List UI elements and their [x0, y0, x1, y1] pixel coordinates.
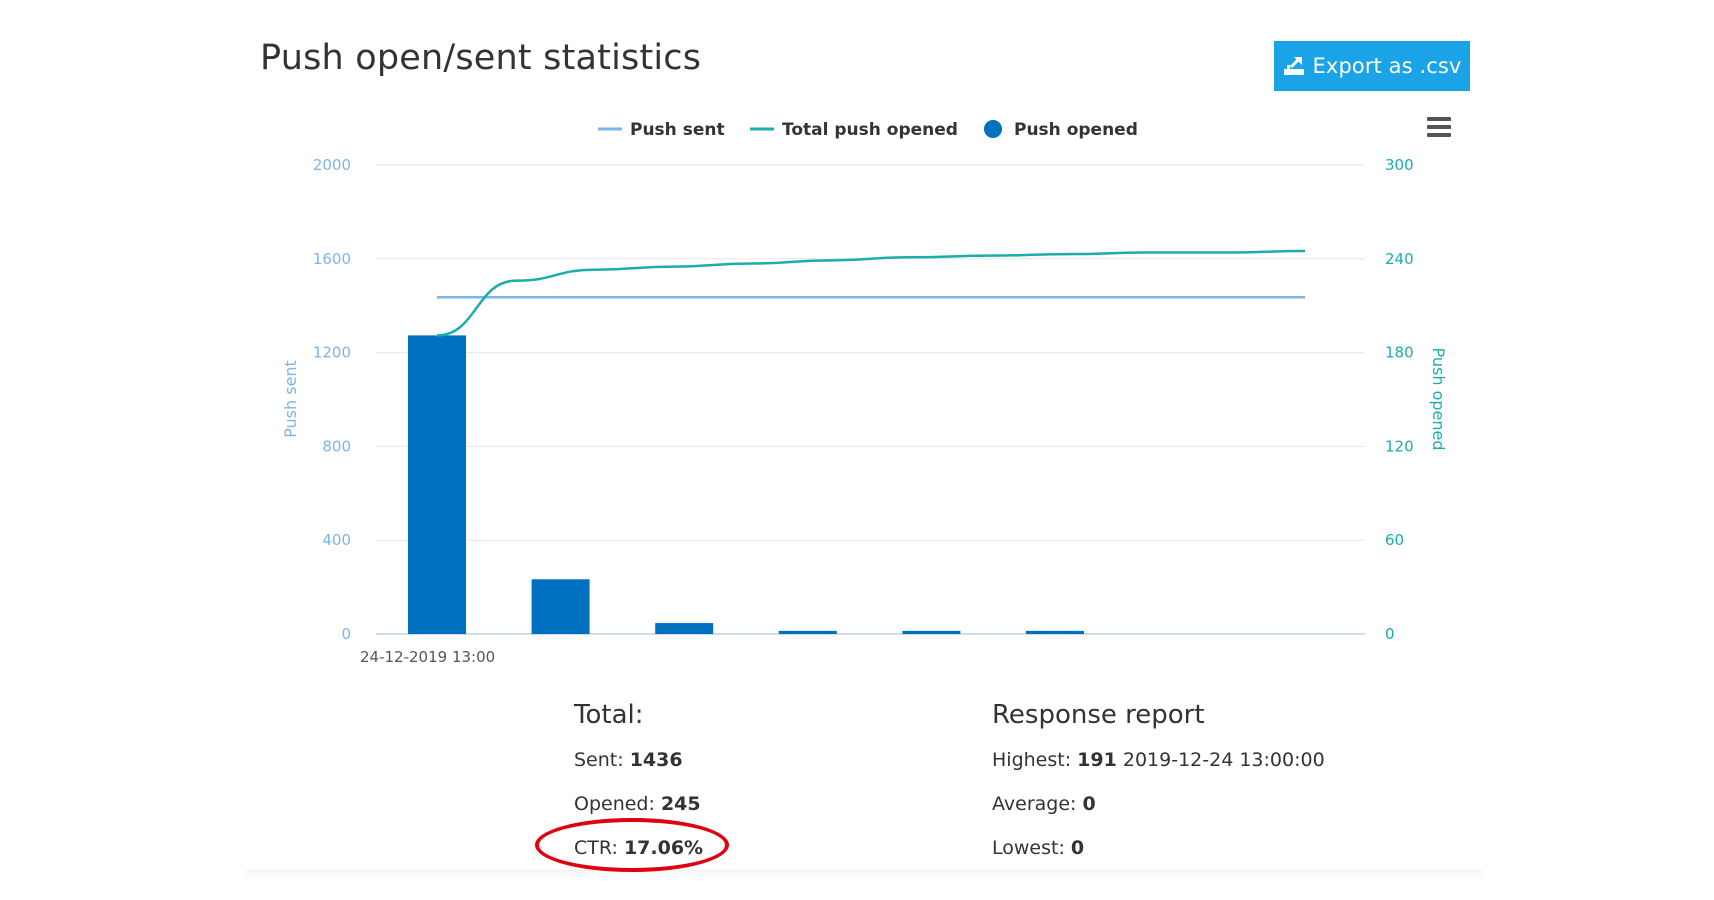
y-axis-right-title: Push opened: [1429, 348, 1448, 451]
bar-push-opened[interactable]: [408, 335, 466, 634]
response-report: Response report Highest: 191 2019-12-24 …: [992, 700, 1325, 880]
y-right-tick-label: 240: [1385, 250, 1414, 268]
y-right-tick-label: 60: [1385, 531, 1404, 549]
highest-row: Highest: 191 2019-12-24 13:00:00: [992, 748, 1325, 792]
sent-label: Sent:: [574, 749, 624, 771]
bar-push-opened[interactable]: [531, 579, 590, 634]
lowest-row: Lowest: 0: [992, 836, 1325, 880]
bar-push-opened[interactable]: [655, 623, 714, 634]
chart-grid: [376, 164, 1365, 635]
average-value: 0: [1082, 793, 1096, 815]
chart-legend: Push sent Total push opened Push opened: [598, 120, 1138, 140]
card-divider: [246, 870, 1482, 878]
y-right-tick-label: 300: [1385, 156, 1414, 174]
left-axis-ticks: 0 400 800 1200 1600 2000: [313, 156, 351, 643]
ctr-value: 17.06%: [623, 837, 704, 859]
export-button-label: Export as .csv: [1312, 54, 1462, 78]
legend-total-push-opened[interactable]: Total push opened: [782, 120, 958, 140]
highest-label: Highest:: [992, 749, 1072, 771]
bar-series: [408, 335, 1084, 634]
y-right-tick-label: 180: [1385, 344, 1414, 362]
y-right-tick-label: 0: [1385, 625, 1395, 643]
y-left-tick-label: 0: [341, 625, 351, 643]
legend-push-opened[interactable]: Push opened: [1014, 120, 1138, 140]
line-series: [436, 249, 1306, 337]
bar-push-opened[interactable]: [778, 630, 837, 634]
opened-value: 245: [660, 793, 701, 815]
export-csv-button[interactable]: Export as .csv: [1274, 41, 1470, 91]
chart-plot: 0 400 800 1200 1600 2000 0 60 120 180 240 300 Push…: [281, 120, 1448, 666]
opened-label: Opened:: [574, 793, 655, 815]
opened-row: Opened: 245: [574, 792, 703, 836]
chart-menu-icon[interactable]: [1424, 115, 1454, 139]
report-heading: Response report: [992, 700, 1205, 730]
export-icon: [1283, 57, 1304, 75]
y-left-tick-label: 400: [322, 531, 351, 549]
lowest-value: 0: [1070, 837, 1085, 859]
ctr-row: CTR: 17.06%: [574, 836, 703, 880]
total-summary: Total: Sent: 1436 Opened: 245 CTR: 17.06…: [574, 700, 703, 880]
ctr-label: CTR:: [574, 837, 618, 859]
total-heading: Total:: [574, 700, 644, 730]
legend-push-opened-swatch: [984, 120, 1002, 138]
line-total-push-opened[interactable]: [436, 249, 1306, 337]
highest-time: 2019-12-24 13:00:00: [1122, 749, 1325, 771]
page-title: Push open/sent statistics: [260, 38, 702, 78]
bar-push-opened[interactable]: [1026, 630, 1084, 634]
y-left-tick-label: 1200: [313, 344, 351, 362]
y-left-tick-label: 800: [322, 437, 351, 455]
average-label: Average:: [992, 793, 1077, 815]
legend-push-sent[interactable]: Push sent: [630, 120, 725, 140]
highest-value: 191: [1077, 749, 1117, 771]
y-left-tick-label: 1600: [313, 250, 351, 268]
x-axis-label: 24-12-2019 13:00: [360, 648, 495, 666]
y-axis-left-title: Push sent: [281, 360, 300, 438]
bar-push-opened[interactable]: [902, 630, 961, 634]
y-right-tick-label: 120: [1385, 437, 1414, 455]
lowest-label: Lowest:: [992, 837, 1065, 859]
sent-row: Sent: 1436: [574, 748, 703, 792]
y-left-tick-label: 2000: [313, 156, 351, 174]
average-row: Average: 0: [992, 792, 1325, 836]
sent-value: 1436: [629, 749, 683, 771]
right-axis-ticks: 0 60 120 180 240 300: [1385, 156, 1414, 643]
